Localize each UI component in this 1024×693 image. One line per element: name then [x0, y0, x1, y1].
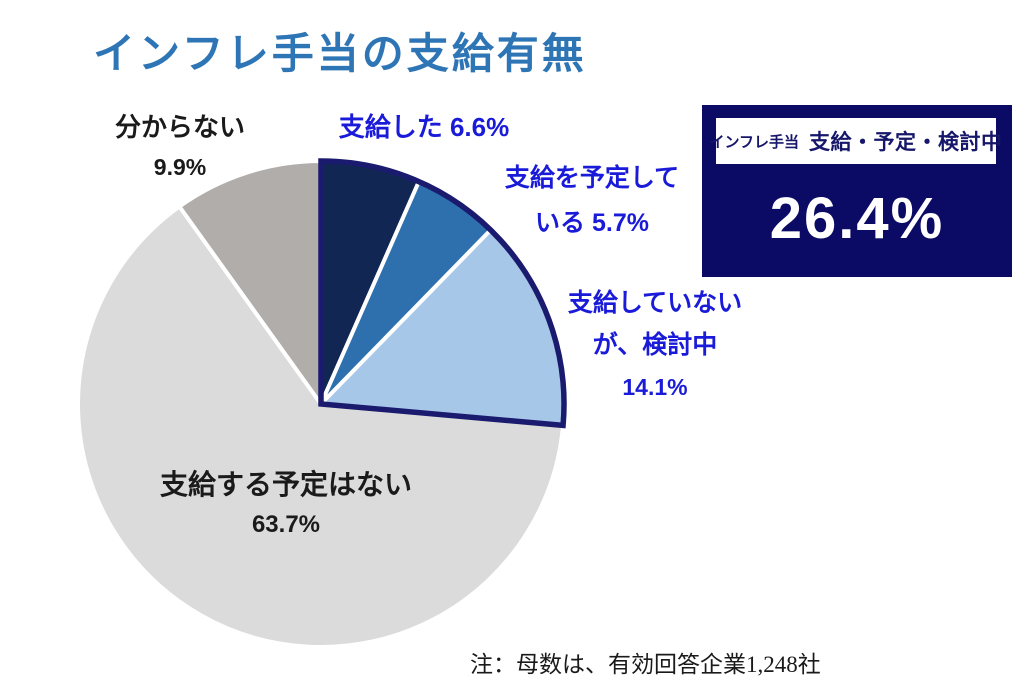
summary-heading-strip: インフレ手当 支給・予定・検討中 — [709, 118, 1002, 164]
label-considering-line1: 支給していない — [567, 289, 743, 317]
label-no-plan-text: 支給する予定はない — [159, 469, 413, 500]
label-considering-value: 14.1% — [622, 374, 688, 400]
label-paid-text: 支給した 6.6% — [338, 112, 510, 142]
label-considering: 支給していない が、検討中 14.1% — [568, 282, 742, 408]
label-planned-line2: いる 5.7% — [535, 209, 649, 237]
highlight-group-outline — [318, 158, 567, 429]
label-paid: 支給した 6.6% — [339, 112, 510, 142]
pie-slice-4 — [177, 159, 323, 406]
label-unknown: 分からない 9.9% — [115, 107, 245, 187]
label-planned: 支給を予定して いる 5.7% — [505, 156, 679, 246]
label-planned-line1: 支給を予定して — [504, 164, 680, 192]
label-no-plan: 支給する予定はない 63.7% — [160, 465, 412, 545]
page-title: インフレ手当の支給有無 — [93, 30, 587, 77]
pie-slice-3 — [76, 204, 566, 649]
summary-box: インフレ手当 支給・予定・検討中 26.4% — [702, 105, 1012, 277]
label-considering-line2: が、検討中 — [592, 331, 718, 359]
summary-heading: 支給・予定・検討中 — [809, 131, 1003, 154]
summary-tag: インフレ手当 — [709, 133, 800, 151]
summary-value: 26.4% — [769, 186, 945, 251]
label-unknown-text: 分からない — [114, 112, 246, 142]
footnote: 注：母数は、有効回答企業1,248社 — [470, 652, 821, 677]
label-unknown-value: 9.9% — [153, 154, 207, 180]
label-no-plan-value: 63.7% — [251, 511, 321, 538]
